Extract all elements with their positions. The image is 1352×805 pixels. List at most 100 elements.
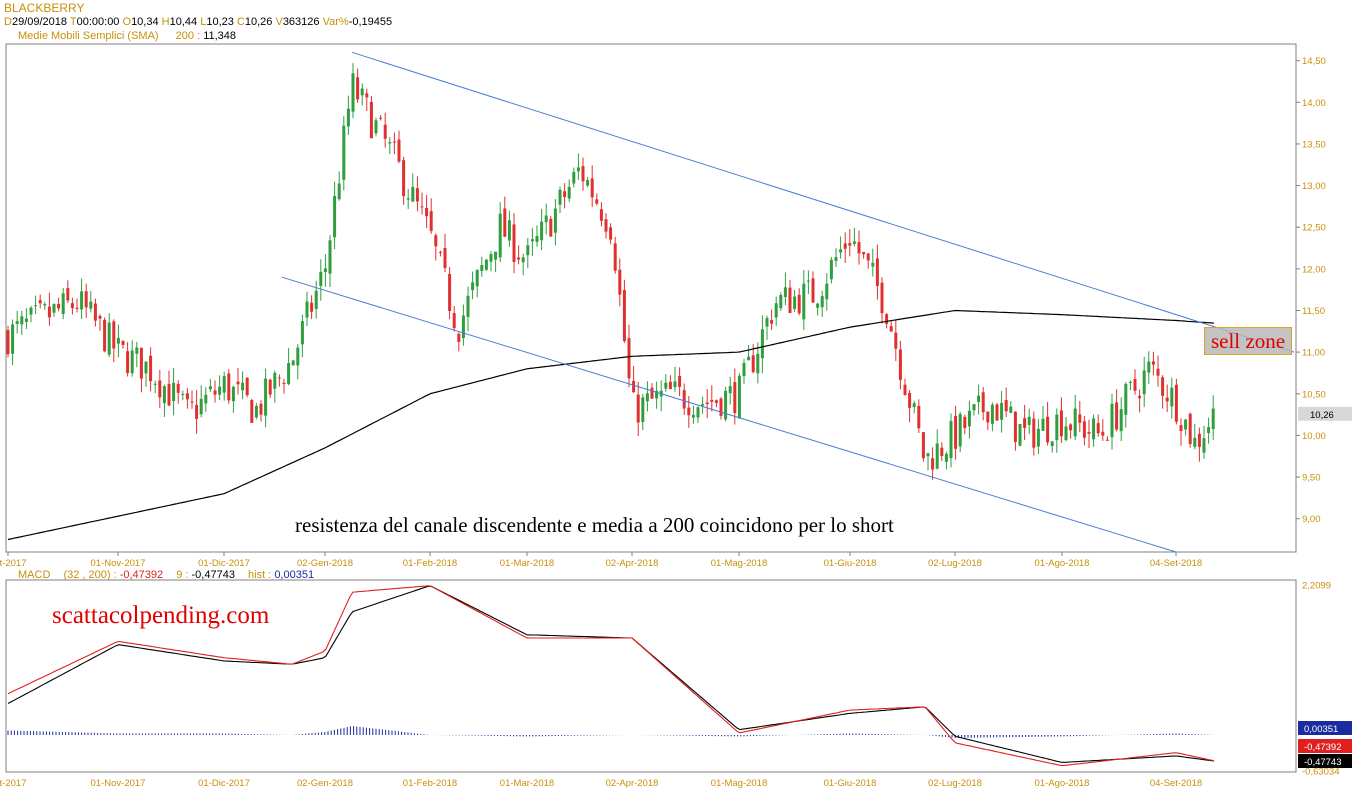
candle: [1179, 418, 1183, 446]
candle-body: [415, 188, 419, 202]
candle-body: [843, 243, 847, 249]
candle: [365, 88, 369, 112]
candle: [1105, 436, 1109, 441]
candle-body: [1165, 397, 1169, 402]
candle: [429, 198, 433, 234]
candle: [144, 361, 148, 387]
candle-body: [972, 404, 976, 411]
candle-body: [429, 211, 433, 231]
macd-histogram: [7, 726, 1212, 738]
candle: [1082, 416, 1086, 446]
candle-body: [425, 207, 429, 217]
macd-date-tick-label: 01-Mar-2018: [500, 778, 554, 789]
macd-line: [7, 585, 1215, 767]
candle: [673, 366, 677, 392]
quote-key-o: O: [122, 16, 132, 28]
candle-body: [379, 117, 383, 119]
candle-body: [931, 458, 935, 470]
price-tick-label: 10,50: [1302, 389, 1326, 400]
candle-body: [857, 242, 861, 254]
candle: [1018, 423, 1022, 447]
candle-body: [1105, 439, 1109, 441]
quote-key-v: V: [275, 16, 283, 28]
candle: [208, 379, 212, 392]
candle: [544, 203, 548, 235]
last-price-tag: 10,26: [1310, 410, 1334, 421]
candle: [1211, 395, 1215, 441]
candle: [609, 223, 613, 245]
candle-body: [176, 383, 180, 393]
candle: [949, 413, 953, 468]
candle-body: [811, 278, 815, 303]
candle: [135, 341, 139, 368]
quote-key-c: C: [236, 16, 245, 28]
candle: [549, 215, 553, 237]
candle-body: [466, 295, 470, 317]
candle-body: [903, 384, 907, 395]
candle-body: [1188, 413, 1192, 445]
price-panel-frame: [5, 43, 1297, 553]
candle: [139, 347, 143, 393]
macd-tick-label: 2,2099: [1302, 581, 1331, 592]
quote-low: 10,23: [206, 16, 234, 28]
candle: [972, 404, 976, 416]
candle: [1069, 423, 1073, 439]
candle: [1174, 378, 1178, 425]
candle-body: [167, 383, 171, 406]
candle-body: [664, 382, 668, 389]
candle-body: [848, 243, 852, 246]
signal-value: -0,47743: [191, 569, 235, 581]
date-tick-label: 04-Set-2018: [1150, 558, 1202, 569]
candle-body: [954, 415, 958, 449]
quote-key-d: D: [4, 16, 12, 28]
candle-body: [650, 387, 654, 399]
candle: [305, 291, 309, 327]
candle-body: [1202, 438, 1206, 453]
candle: [103, 317, 107, 353]
candle-body: [802, 283, 806, 320]
candle-body: [682, 390, 686, 409]
candle: [199, 385, 203, 418]
quote-date: 29/09/2018: [11, 16, 68, 28]
candle: [314, 280, 318, 319]
candle-body: [645, 393, 649, 402]
price-tick-label: 14,50: [1302, 56, 1326, 67]
macd-date-tick-label: 01-Dic-2017: [198, 778, 250, 789]
candle-body: [747, 356, 751, 361]
macd-date-tick-label: 01-Giu-2018: [824, 778, 877, 789]
candle: [121, 340, 125, 349]
candle-body: [411, 186, 415, 202]
candle-body: [89, 301, 93, 309]
candle-body: [1073, 408, 1077, 437]
price-tick-label: 9,50: [1302, 473, 1321, 484]
candle: [1165, 384, 1169, 412]
candle-body: [135, 347, 139, 354]
candle-body: [1078, 414, 1082, 423]
candle-body: [126, 351, 130, 374]
macd-date-tick-label: 02-Gen-2018: [297, 778, 353, 789]
candle-body: [144, 361, 148, 374]
candle: [1170, 377, 1174, 419]
candle: [645, 381, 649, 412]
candle: [11, 319, 15, 366]
candle-body: [190, 401, 194, 403]
candle: [475, 269, 479, 298]
candle-body: [668, 381, 672, 389]
candle: [471, 271, 475, 300]
candle-body: [1151, 361, 1155, 365]
candle: [80, 278, 84, 319]
candle: [691, 405, 695, 424]
candle-body: [908, 392, 912, 408]
candle-body: [1128, 382, 1132, 384]
candle-body: [24, 318, 28, 322]
candle-body: [1009, 406, 1013, 413]
sma-legend: Medie Mobili Semplici (SMA) 200 : 11,348: [18, 30, 236, 42]
candle: [319, 259, 323, 301]
candle: [728, 376, 732, 405]
quote-high: 10,44: [169, 16, 198, 28]
candle-body: [544, 215, 548, 223]
candle: [15, 310, 19, 334]
candle: [981, 386, 985, 421]
candle: [1184, 419, 1188, 436]
date-tick-label: Ott-2017: [0, 558, 26, 569]
